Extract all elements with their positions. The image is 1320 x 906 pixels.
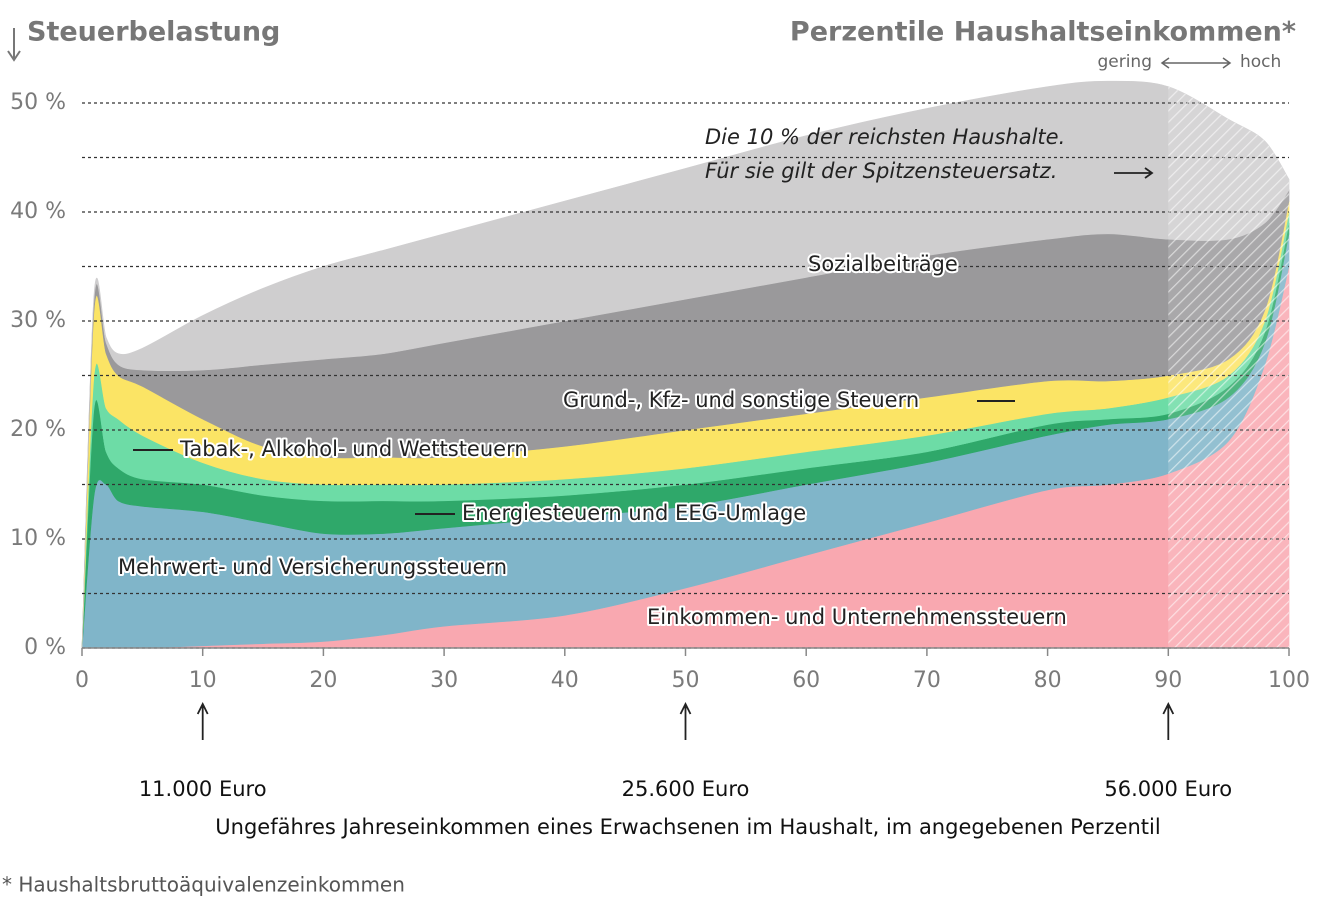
footnote: * Haushaltsbruttoäquivalenzeinkommen [2, 873, 405, 897]
x-axis-label: Ungefähres Jahreseinkommen eines Erwachs… [215, 815, 1160, 839]
series-label: Sozialbeiträge [808, 252, 958, 276]
range-label: gering [1097, 52, 1152, 72]
y-tick-label: 10 % [10, 526, 66, 551]
x-tick-label: 80 [1034, 668, 1062, 693]
highlight-hatch [1168, 81, 1289, 648]
x-tick-label: 30 [430, 668, 458, 693]
x-tick-label: 40 [551, 668, 579, 693]
income-arrow [1162, 701, 1175, 740]
y-tick-label: 40 % [10, 199, 66, 224]
series-label: Energiesteuern und EEG-Umlage [462, 501, 806, 525]
annotation: Die 10 % der reichsten Haushalte. [705, 125, 1065, 149]
chart-title: Steuerbelastung [27, 17, 280, 48]
y-tick-label: 30 % [10, 308, 66, 333]
x-tick-label: 20 [309, 668, 337, 693]
series-label: Einkommen- und Unternehmenssteuern [647, 605, 1067, 629]
x-tick-label: 90 [1154, 668, 1182, 693]
x-tick-label: 100 [1268, 668, 1310, 693]
income-label: 25.600 Euro [622, 777, 750, 801]
series-label: Grund-, Kfz- und sonstige Steuern [563, 388, 919, 412]
series-label: Mehrwert- und Versicherungssteuern [118, 555, 507, 579]
x-tick-label: 0 [75, 668, 89, 693]
annotation-arrow [1114, 167, 1154, 179]
income-arrow [679, 701, 692, 740]
income-label: 56.000 Euro [1104, 777, 1232, 801]
range-arrow [1160, 57, 1232, 69]
y-tick-label: 0 % [24, 635, 66, 660]
y-tick-label: 20 % [10, 417, 66, 442]
income-label: 11.000 Euro [139, 777, 267, 801]
x-tick-label: 60 [792, 668, 820, 693]
x-tick-label: 10 [189, 668, 217, 693]
range-label: hoch [1240, 52, 1281, 72]
income-arrow [196, 701, 209, 740]
area [81, 80, 1290, 649]
series-label: Tabak-, Alkohol- und Wettsteuern [179, 437, 528, 461]
chart-subtitle: Perzentile Haushaltseinkommen* [790, 17, 1296, 48]
down-arrow [7, 28, 21, 62]
x-tick-label: 70 [913, 668, 941, 693]
annotation: Für sie gilt der Spitzensteuersatz. [705, 159, 1057, 183]
x-tick-label: 50 [672, 668, 700, 693]
y-tick-label: 50 % [10, 90, 66, 115]
